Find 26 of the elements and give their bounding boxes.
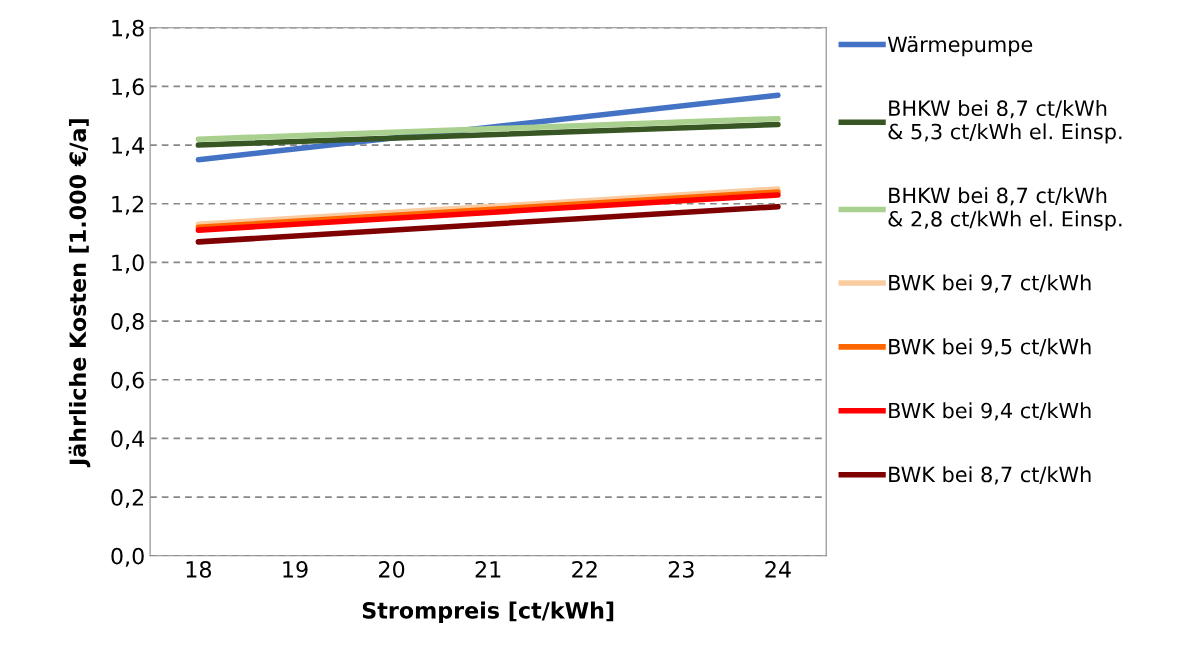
legend-label: BHKW bei 8,7 ct/kWh & 2,8 ct/kWh el. Einsp. xyxy=(888,187,1122,231)
y-tick-label: 1,8 xyxy=(112,19,144,39)
x-tick-label: 21 xyxy=(475,560,501,578)
y-tick-label: 0,2 xyxy=(111,489,144,509)
x-tick-label: 23 xyxy=(668,560,694,578)
y-axis-title: Jährliche Kosten [1.000 €/a] xyxy=(68,119,91,468)
y-tick-label: 1,0 xyxy=(112,254,144,274)
legend-label: BWK bei 9,4 ct/kWh xyxy=(889,402,1091,421)
x-tick-label: 20 xyxy=(379,560,405,578)
y-tick-label: 0,8 xyxy=(111,313,144,333)
x-tick-label: 18 xyxy=(186,560,212,578)
y-tick-label: 0,4 xyxy=(111,430,145,450)
y-tick-label: 1,6 xyxy=(112,78,144,98)
y-tick-label: 1,2 xyxy=(112,195,144,215)
y-tick-label: 0,0 xyxy=(111,547,144,567)
x-axis-title: Strompreis [ct/kWh] xyxy=(362,601,614,624)
legend-label: BWK bei 8,7 ct/kWh xyxy=(889,466,1091,485)
x-tick-label: 19 xyxy=(283,560,308,578)
legend-label: BWK bei 9,5 ct/kWh xyxy=(889,338,1091,357)
x-tick-label: 22 xyxy=(572,560,597,578)
legend-label: Wärmepumpe xyxy=(887,36,1033,57)
y-tick-label: 1,4 xyxy=(112,137,145,157)
legend-label: BHKW bei 8,7 ct/kWh & 5,3 ct/kWh el. Einsp. xyxy=(888,99,1122,144)
legend-label: BWK bei 9,7 ct/kWh xyxy=(889,274,1091,293)
y-tick-label: 0,6 xyxy=(111,371,144,391)
x-tick-label: 24 xyxy=(765,560,791,578)
